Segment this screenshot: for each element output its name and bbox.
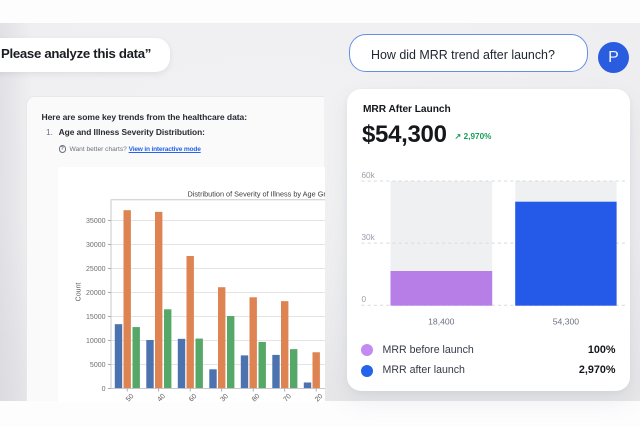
svg-text:0: 0 bbox=[102, 386, 106, 393]
svg-text:30k: 30k bbox=[361, 232, 375, 241]
svg-text:50: 50 bbox=[125, 393, 136, 402]
svg-text:10000: 10000 bbox=[86, 338, 106, 345]
svg-text:60k: 60k bbox=[361, 170, 375, 179]
svg-text:70: 70 bbox=[282, 393, 293, 402]
svg-text:15000: 15000 bbox=[86, 314, 106, 321]
svg-text:0: 0 bbox=[361, 295, 366, 304]
svg-text:20000: 20000 bbox=[86, 290, 106, 297]
svg-text:35000: 35000 bbox=[86, 218, 106, 225]
svg-text:5000: 5000 bbox=[90, 362, 106, 369]
svg-text:60: 60 bbox=[188, 393, 199, 402]
svg-text:80: 80 bbox=[251, 393, 262, 402]
svg-text:25000: 25000 bbox=[86, 266, 106, 273]
svg-text:54,300: 54,300 bbox=[552, 316, 579, 326]
svg-text:40: 40 bbox=[156, 393, 167, 402]
svg-text:30000: 30000 bbox=[86, 242, 106, 249]
svg-text:20: 20 bbox=[314, 393, 325, 402]
svg-text:Distribution of Severity of Il: Distribution of Severity of Illness by A… bbox=[188, 190, 326, 199]
svg-text:18,400: 18,400 bbox=[428, 316, 455, 326]
svg-text:30: 30 bbox=[219, 393, 230, 402]
svg-text:Count: Count bbox=[76, 283, 83, 302]
